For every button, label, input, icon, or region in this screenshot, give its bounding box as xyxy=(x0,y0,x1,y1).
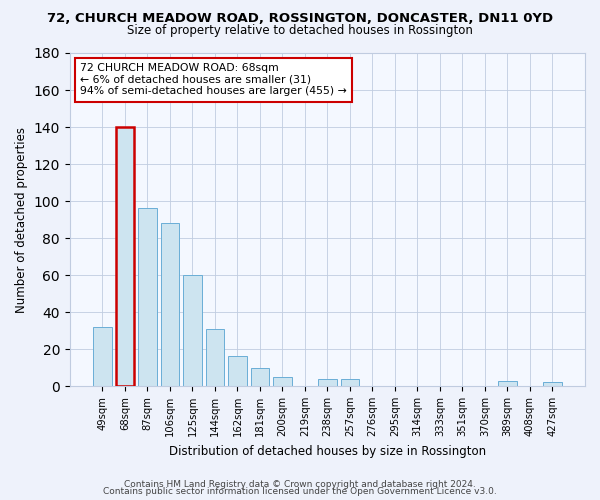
Text: Size of property relative to detached houses in Rossington: Size of property relative to detached ho… xyxy=(127,24,473,37)
Bar xyxy=(341,378,359,386)
Bar xyxy=(93,327,112,386)
Bar xyxy=(116,127,134,386)
Bar xyxy=(228,356,247,386)
Text: Contains HM Land Registry data © Crown copyright and database right 2024.: Contains HM Land Registry data © Crown c… xyxy=(124,480,476,489)
Y-axis label: Number of detached properties: Number of detached properties xyxy=(15,126,28,312)
Bar xyxy=(273,377,292,386)
Text: Contains public sector information licensed under the Open Government Licence v3: Contains public sector information licen… xyxy=(103,487,497,496)
Bar xyxy=(138,208,157,386)
Bar xyxy=(543,382,562,386)
Bar xyxy=(183,275,202,386)
Bar xyxy=(498,380,517,386)
Bar xyxy=(116,127,134,386)
Text: 72, CHURCH MEADOW ROAD, ROSSINGTON, DONCASTER, DN11 0YD: 72, CHURCH MEADOW ROAD, ROSSINGTON, DONC… xyxy=(47,12,553,26)
Text: 72 CHURCH MEADOW ROAD: 68sqm
← 6% of detached houses are smaller (31)
94% of sem: 72 CHURCH MEADOW ROAD: 68sqm ← 6% of det… xyxy=(80,63,347,96)
Bar xyxy=(206,328,224,386)
Bar xyxy=(318,378,337,386)
Bar xyxy=(161,223,179,386)
Bar xyxy=(251,368,269,386)
X-axis label: Distribution of detached houses by size in Rossington: Distribution of detached houses by size … xyxy=(169,444,486,458)
